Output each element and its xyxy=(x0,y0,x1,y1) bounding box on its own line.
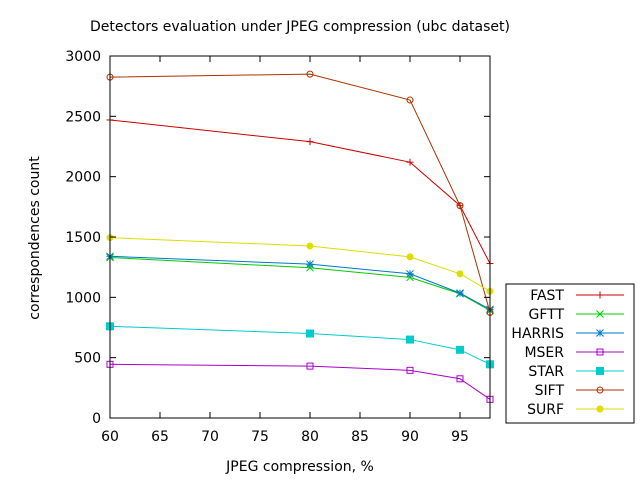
point-fast xyxy=(406,158,414,166)
x-axis-label: JPEG compression, % xyxy=(225,459,374,475)
y-axis-label: correspondences count xyxy=(27,156,43,320)
series-line-sift xyxy=(109,73,491,313)
point-sift xyxy=(406,96,414,104)
point-star xyxy=(306,329,314,338)
legend-label-fast: FAST xyxy=(530,288,564,304)
y-tick-label: 3000 xyxy=(65,49,101,65)
y-tick-label: 2500 xyxy=(65,109,101,125)
point-harris xyxy=(406,269,414,278)
legend-marker-surf xyxy=(596,405,604,413)
legend-label-sift: SIFT xyxy=(535,383,565,399)
point-sift xyxy=(306,70,314,78)
point-surf xyxy=(406,253,414,261)
point-harris xyxy=(306,260,314,269)
point-harris xyxy=(456,289,464,297)
x-tick-label: 80 xyxy=(301,429,319,445)
legend-marker-harris xyxy=(596,329,604,337)
y-tick-label: 1500 xyxy=(65,230,101,246)
x-tick-label: 60 xyxy=(101,429,119,445)
point-sift xyxy=(456,202,464,210)
point-mser xyxy=(406,366,414,374)
y-tick-label: 500 xyxy=(74,351,101,367)
point-surf xyxy=(456,270,464,278)
series-line-gftt xyxy=(109,257,491,312)
legend-label-harris: HARRIS xyxy=(511,326,564,342)
point-fast xyxy=(306,138,314,146)
chart-title: Detectors evaluation under JPEG compress… xyxy=(90,19,510,35)
point-star xyxy=(456,345,464,354)
point-surf xyxy=(306,242,314,250)
legend-label-mser: MSER xyxy=(524,345,564,361)
x-tick-label: 65 xyxy=(151,429,169,445)
x-tick-label: 95 xyxy=(451,429,469,445)
series-line-fast xyxy=(109,119,491,264)
x-tick-label: 90 xyxy=(401,429,419,445)
legend-box xyxy=(505,283,635,424)
point-star xyxy=(406,335,414,344)
legend: FAST GFTT HARRIS MSER STAR SIFT SURF xyxy=(505,283,635,424)
legend-marker-star xyxy=(596,367,604,375)
series-line-mser xyxy=(109,363,491,400)
legend-marker-sift xyxy=(596,386,604,394)
legend-marker-mser xyxy=(596,348,604,356)
y-tick-label: 2000 xyxy=(65,170,101,186)
point-mser xyxy=(306,362,314,370)
x-tick-label: 75 xyxy=(251,429,269,445)
series-line-surf xyxy=(109,237,491,292)
y-tick-label: 1000 xyxy=(65,290,101,306)
legend-label-gftt: GFTT xyxy=(528,307,564,323)
legend-marker-fast xyxy=(596,291,604,299)
point-gftt xyxy=(306,263,314,272)
legend-marker-gftt xyxy=(596,310,604,318)
y-tick-label: 0 xyxy=(92,411,101,427)
point-mser xyxy=(456,375,464,383)
legend-label-star: STAR xyxy=(528,364,564,380)
series-line-star xyxy=(109,325,491,365)
legend-label-surf: SURF xyxy=(527,402,564,418)
x-tick-label: 85 xyxy=(351,429,369,445)
x-tick-label: 70 xyxy=(201,429,219,445)
plot-frame xyxy=(109,55,491,419)
